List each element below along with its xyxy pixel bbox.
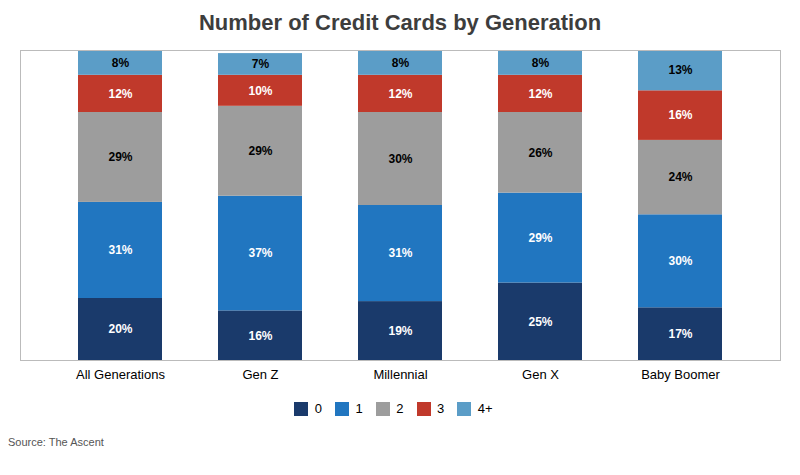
svg-text:7%: 7%: [252, 57, 270, 71]
html-text:2: 2: [396, 401, 404, 416]
svg-text:37%: 37%: [248, 246, 272, 260]
svg-text:26%: 26%: [528, 146, 552, 160]
svg-text:Millennial: Millennial: [373, 367, 427, 382]
html-text:Source: The Ascent: Source: The Ascent: [8, 435, 104, 448]
svg-text:29%: 29%: [248, 144, 272, 158]
html-text:Number of Credit Cards by Gene: Number of Credit Cards by Generation: [198, 10, 602, 35]
svg-text:Gen X: Gen X: [522, 367, 559, 382]
svg-text:31%: 31%: [108, 243, 132, 257]
svg-text:30%: 30%: [388, 152, 412, 166]
svg-text:19%: 19%: [388, 324, 412, 338]
html-text:4+: 4+: [477, 401, 493, 416]
svg-text:29%: 29%: [528, 231, 552, 245]
svg-text:20%: 20%: [108, 322, 132, 336]
svg-text:16%: 16%: [248, 329, 272, 343]
svg-text:29%: 29%: [108, 150, 132, 164]
svg-text:12%: 12%: [108, 87, 132, 101]
svg-text:31%: 31%: [388, 246, 412, 260]
svg-text:25%: 25%: [528, 315, 552, 329]
svg-text:16%: 16%: [668, 108, 692, 122]
html-text:1: 1: [355, 401, 363, 416]
html-text:3: 3: [437, 401, 445, 416]
svg-text:10%: 10%: [248, 84, 272, 98]
svg-text:All Generations: All Generations: [76, 367, 165, 382]
svg-text:17%: 17%: [668, 327, 692, 341]
svg-text:12%: 12%: [528, 87, 552, 101]
svg-text:13%: 13%: [668, 63, 692, 77]
svg-text:8%: 8%: [112, 56, 130, 70]
svg-text:24%: 24%: [668, 170, 692, 184]
svg-text:12%: 12%: [388, 87, 412, 101]
svg-text:Gen Z: Gen Z: [242, 367, 278, 382]
html-text:0: 0: [314, 401, 323, 416]
svg-text:8%: 8%: [392, 56, 410, 70]
svg-text:30%: 30%: [668, 254, 692, 268]
svg-text:8%: 8%: [532, 56, 550, 70]
svg-text:Baby Boomer: Baby Boomer: [641, 367, 720, 382]
